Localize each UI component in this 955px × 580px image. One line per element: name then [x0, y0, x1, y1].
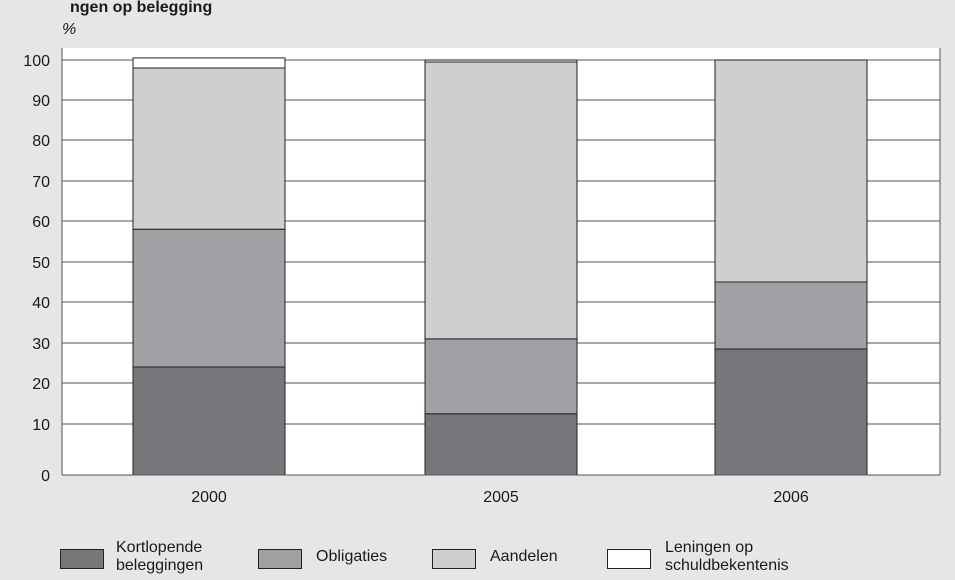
legend-swatch [60, 549, 104, 569]
x-tick-label: 2000 [191, 489, 227, 506]
y-axis-unit-label: % [62, 21, 76, 38]
legend-swatch [258, 549, 302, 569]
legend-label: Leningen op schuldbekentenis [665, 539, 789, 574]
y-tick-label: 90 [32, 93, 50, 110]
y-tick-label: 60 [32, 214, 50, 231]
bar-segment [714, 281, 868, 350]
bar-segment [424, 413, 578, 476]
y-tick-label: 50 [32, 255, 50, 272]
x-tick-labels: 2000 2005 2006 [191, 489, 809, 506]
x-tick-label: 2005 [483, 489, 519, 506]
legend-label: Obligaties [316, 548, 388, 565]
y-tick-label: 10 [32, 417, 50, 434]
legend-swatch [607, 549, 651, 569]
y-tick-labels: 0 10 20 30 40 50 60 70 80 90 100 [23, 53, 50, 485]
bar-segment [132, 57, 286, 69]
bar-segment [132, 67, 286, 230]
y-tick-label: 40 [32, 295, 50, 312]
bar-segment [714, 59, 868, 283]
legend: Kortlopende beleggingen Obligaties Aandele… [0, 535, 955, 580]
bar-segment [132, 228, 286, 368]
bar-segment [132, 366, 286, 476]
y-tick-label: 20 [32, 376, 50, 393]
legend-swatch [432, 549, 476, 569]
legend-label: Aandelen [490, 548, 558, 565]
bar-segment [714, 348, 868, 476]
x-tick-label: 2006 [773, 489, 809, 506]
y-tick-label: 80 [32, 133, 50, 150]
y-tick-label: 100 [23, 53, 50, 70]
bars [132, 57, 868, 476]
bar-segment [424, 59, 578, 63]
bar-segment [424, 61, 578, 340]
y-tick-label: 0 [41, 468, 50, 485]
legend-label: Kortlopende beleggingen [116, 539, 204, 574]
y-tick-label: 70 [32, 174, 50, 191]
bar-segment [424, 338, 578, 415]
chart-canvas: ngen op belegging % 0 10 20 30 40 50 60 70 80 90 1… [23, 0, 941, 506]
y-tick-label: 30 [32, 336, 50, 353]
chart-header-text: ngen op belegging [70, 0, 212, 16]
